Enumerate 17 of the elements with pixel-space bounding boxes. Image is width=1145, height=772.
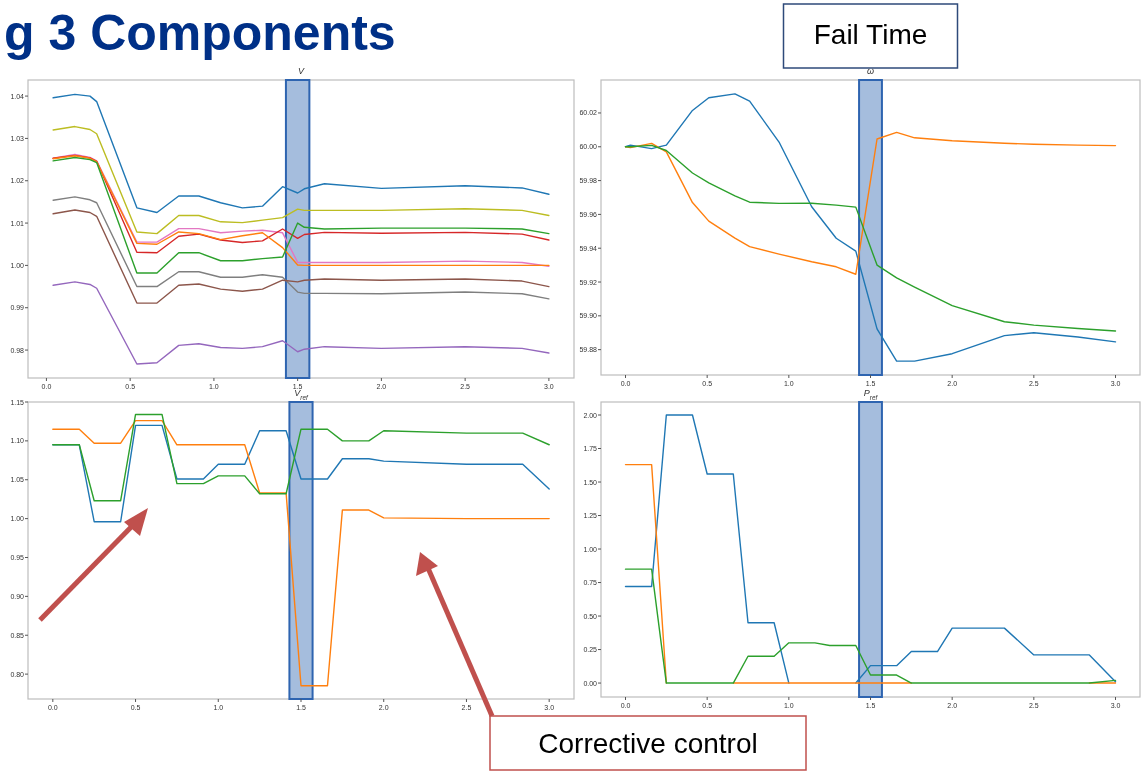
line-series xyxy=(52,125,550,235)
line-series xyxy=(624,568,1117,684)
chart-title: V xyxy=(297,66,305,76)
line-series xyxy=(624,93,1117,362)
line-series xyxy=(52,413,550,502)
text: Corrective control xyxy=(538,728,758,759)
line-series xyxy=(52,281,550,365)
line-series xyxy=(52,93,550,214)
line-series xyxy=(52,209,550,304)
chart-title: ω xyxy=(866,66,875,76)
line-series xyxy=(52,419,550,687)
line-series xyxy=(624,131,1117,275)
band-label: Fail Time xyxy=(813,19,928,50)
text: g 3 Components xyxy=(4,5,396,61)
chart-title: P$_{ref}$ xyxy=(863,388,879,401)
line-series xyxy=(52,196,550,300)
line-series xyxy=(624,144,1117,332)
